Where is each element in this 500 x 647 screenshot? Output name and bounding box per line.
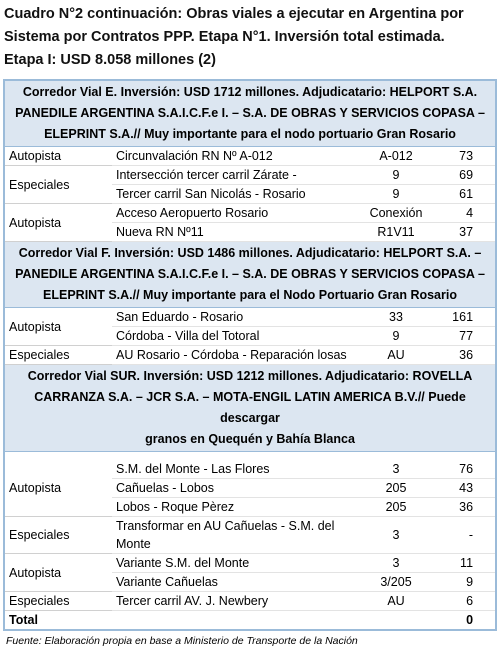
- name-cell: Variante S.M. del Monte: [112, 553, 360, 573]
- code-cell: R1V11: [360, 222, 432, 242]
- total-value: 0: [432, 610, 497, 630]
- value-cell: 61: [432, 184, 497, 204]
- row: Especiales Tercer carril AV. J. Newbery AU…: [4, 591, 497, 611]
- code-cell: 9: [360, 326, 432, 346]
- row: Especiales AU Rosario - Córdoba - Reparac…: [4, 345, 497, 365]
- spacer-cell: [4, 452, 496, 461]
- code-cell: 9: [360, 165, 432, 185]
- name-cell: Acceso Aeropuerto Rosario: [112, 203, 360, 223]
- value-cell: 77: [432, 326, 497, 346]
- name-cell: AU Rosario - Córdoba - Reparación losas: [112, 345, 360, 365]
- header-line: granos en Quequén y Bahía Blanca: [145, 432, 355, 446]
- code-cell: A-012: [360, 146, 432, 166]
- code-cell: 205: [360, 478, 432, 498]
- code-cell: 3: [360, 460, 432, 479]
- code-cell: AU: [360, 591, 432, 611]
- row: Autopista Variante S.M. del Monte 3 11: [4, 553, 497, 592]
- value-cell: 6: [432, 591, 497, 611]
- row: Tercer carril San Nicolás - Rosario 9 61: [4, 184, 497, 204]
- name-cell: S.M. del Monte - Las Flores: [112, 460, 360, 479]
- type-cell: Autopista: [4, 203, 112, 242]
- value-cell: 161: [432, 307, 497, 327]
- name-cell: Lobos - Roque Pèrez: [112, 497, 360, 517]
- title: Cuadro N°2 continuación: Obras viales a …: [0, 0, 500, 79]
- row: Cañuelas - Lobos 205 43: [4, 478, 497, 498]
- value-cell: 36: [432, 345, 497, 365]
- header-line: PANEDILE ARGENTINA S.A.I.C.F.e I. – S.A.…: [15, 267, 485, 281]
- header-line: Corredor Vial F. Inversión: USD 1486 mil…: [18, 246, 482, 260]
- type-cell: Autopista: [4, 553, 112, 592]
- value-cell: -: [432, 516, 497, 554]
- type-cell: Especiales: [4, 345, 112, 365]
- title-line: Etapa I: USD 8.058 millones (2): [4, 52, 216, 68]
- code-cell: AU: [360, 345, 432, 365]
- value-cell: 11: [432, 553, 497, 573]
- row: Especiales Intersección tercer carril Zár…: [4, 165, 497, 204]
- value-cell: 69: [432, 165, 497, 185]
- section-header: Corredor Vial F. Inversión: USD 1486 mil…: [4, 241, 497, 308]
- header-line: ELEPRINT S.A.// Muy importante para el n…: [44, 127, 456, 141]
- code-cell: Conexión: [360, 203, 432, 223]
- row: Autopista Circunvalación RN Nº A-012 A-012…: [4, 146, 497, 166]
- title-line: Cuadro N°2 continuación: Obras viales a …: [4, 6, 464, 22]
- table: Corredor Vial E. Inversión: USD 1712 mil…: [3, 79, 498, 631]
- row: Autopista Acceso Aeropuerto Rosario Conexi…: [4, 203, 497, 242]
- row: Autopista San Eduardo - Rosario 33 161: [4, 307, 497, 346]
- section-header: Corredor Vial SUR. Inversión: USD 1212 m…: [4, 364, 497, 452]
- value-cell: 4: [432, 203, 497, 223]
- section-header: Corredor Vial E. Inversión: USD 1712 mil…: [4, 79, 497, 147]
- value-cell: 76: [432, 460, 497, 479]
- header-line: PANEDILE ARGENTINA S.A.I.C.F.e I. – S.A.…: [15, 106, 485, 120]
- type-cell: Autopista: [4, 307, 112, 346]
- value-cell: 37: [432, 222, 497, 242]
- name-cell: Nueva RN Nº11: [112, 222, 360, 242]
- section-header-row: Corredor Vial SUR. Inversión: USD 1212 m…: [4, 364, 497, 452]
- type-cell: Autopista: [4, 146, 112, 166]
- total-row: Total 0: [4, 610, 497, 630]
- section-header-row: Corredor Vial E. Inversión: USD 1712 mil…: [4, 79, 497, 147]
- name-cell: Variante Cañuelas: [112, 572, 360, 592]
- code-cell: 3/205: [360, 572, 432, 592]
- empty: [112, 610, 432, 630]
- type-cell: Especiales: [4, 516, 112, 554]
- name-cell: Circunvalación RN Nº A-012: [112, 146, 360, 166]
- row: Variante Cañuelas 3/205 9: [4, 572, 497, 592]
- row: Lobos - Roque Pèrez 205 36: [4, 497, 497, 517]
- type-cell: Autopista: [4, 460, 112, 517]
- value-cell: 9: [432, 572, 497, 592]
- source: Fuente: Elaboración propia en base a Min…: [6, 635, 358, 647]
- name-cell: San Eduardo - Rosario: [112, 307, 360, 327]
- value-cell: 73: [432, 146, 497, 166]
- code-cell: 9: [360, 184, 432, 204]
- name-cell: Córdoba - Villa del Totoral: [112, 326, 360, 346]
- row: Autopista S.M. del Monte - Las Flores 3 76: [4, 460, 497, 517]
- name-cell: Tercer carril AV. J. Newbery: [112, 591, 360, 611]
- header-line: Corredor Vial SUR. Inversión: USD 1212 m…: [27, 369, 473, 383]
- name-cell: Cañuelas - Lobos: [112, 478, 360, 498]
- row: Especiales Transformar en AU Cañuelas - S…: [4, 516, 497, 554]
- section-header-row: Corredor Vial F. Inversión: USD 1486 mil…: [4, 241, 497, 308]
- name-cell: Tercer carril San Nicolás - Rosario: [112, 184, 360, 204]
- title-line: Sistema por Contratos PPP. Etapa N°1. In…: [4, 29, 445, 45]
- header-line: Corredor Vial E. Inversión: USD 1712 mil…: [22, 85, 478, 99]
- total-label: Total: [4, 610, 112, 630]
- type-cell: Especiales: [4, 591, 112, 611]
- name-cell: Intersección tercer carril Zárate -: [112, 165, 360, 185]
- header-line: CARRANZA S.A. – JCR S.A. – MOTA-ENGIL LA…: [34, 390, 466, 425]
- code-cell: 3: [360, 553, 432, 573]
- header-line: ELEPRINT S.A.// Muy importante para el N…: [43, 288, 457, 302]
- code-cell: 205: [360, 497, 432, 517]
- code-cell: 33: [360, 307, 432, 327]
- name-cell: Transformar en AU Cañuelas - S.M. del Mo…: [112, 516, 360, 554]
- code-cell: 3: [360, 516, 432, 554]
- value-cell: 36: [432, 497, 497, 517]
- spacer: [4, 452, 496, 461]
- row: Córdoba - Villa del Totoral 9 77: [4, 326, 497, 346]
- value-cell: 43: [432, 478, 497, 498]
- type-cell: Especiales: [4, 165, 112, 204]
